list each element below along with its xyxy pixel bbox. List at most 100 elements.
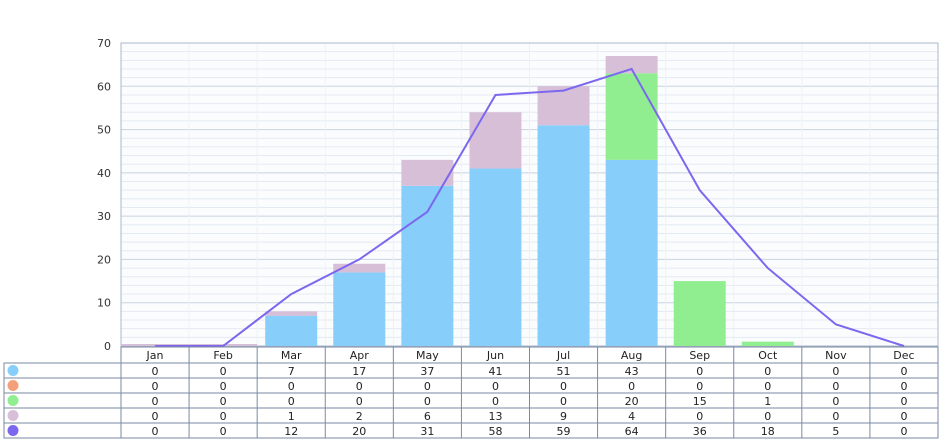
- table-cell-value: 64: [625, 425, 639, 438]
- table-cell-value: 7: [288, 365, 295, 378]
- y-tick-label: 0: [104, 340, 111, 353]
- table-cell-value: 0: [152, 395, 159, 408]
- x-tick-label: Mar: [281, 349, 302, 362]
- table-cell-value: 0: [356, 395, 363, 408]
- y-tick-label: 20: [97, 253, 111, 266]
- table-cell-value: 36: [693, 425, 707, 438]
- x-tick-label: Nov: [825, 349, 847, 362]
- bar-segment: [265, 316, 317, 346]
- table-cell-value: 1: [288, 410, 295, 423]
- table-cell-value: 0: [288, 380, 295, 393]
- table-cell-value: 51: [557, 365, 571, 378]
- table-cell-value: 0: [220, 395, 227, 408]
- table-row: [4, 408, 938, 423]
- table-cell-value: 17: [352, 365, 366, 378]
- table-cell-value: 18: [761, 425, 775, 438]
- table-cell-value: 0: [832, 410, 839, 423]
- table-cell-value: 0: [288, 395, 295, 408]
- table-cell-value: 0: [492, 395, 499, 408]
- table-cell-value: 0: [900, 410, 907, 423]
- table-cell-value: 31: [420, 425, 434, 438]
- table-cell-value: 9: [560, 410, 567, 423]
- legend-marker: [8, 395, 19, 406]
- table-cell-value: 0: [900, 365, 907, 378]
- axes: 0 10 20 30 40 50 60 70: [97, 37, 111, 353]
- bar-segment: [538, 125, 590, 346]
- bar-segment: [674, 281, 726, 346]
- legend-marker: [8, 380, 19, 391]
- table-row: [4, 423, 938, 438]
- table-cell-value: 20: [352, 425, 366, 438]
- bar-segment: [333, 272, 385, 346]
- legend-marker: [8, 425, 19, 436]
- table-cell-value: 0: [900, 425, 907, 438]
- legend-marker: [8, 365, 19, 376]
- table-cell-value: 0: [560, 380, 567, 393]
- table-cell-value: 37: [420, 365, 434, 378]
- y-tick-label: 30: [97, 210, 111, 223]
- table-cell-value: 0: [900, 380, 907, 393]
- y-tick-label: 10: [97, 297, 111, 310]
- table-cell-value: 0: [832, 380, 839, 393]
- y-tick-label: 70: [97, 37, 111, 50]
- table-cell-value: 0: [220, 425, 227, 438]
- y-tick-label: 60: [97, 80, 111, 93]
- table-cell-value: 0: [424, 395, 431, 408]
- x-tick-label: Jun: [486, 349, 504, 362]
- legend-marker: [8, 410, 19, 421]
- table-cell-value: 0: [220, 365, 227, 378]
- table-cell-value: 0: [492, 380, 499, 393]
- x-tick-label: May: [416, 349, 439, 362]
- x-tick-label: Jan: [146, 349, 164, 362]
- table-cell-value: 0: [152, 380, 159, 393]
- table-cell-value: 0: [832, 395, 839, 408]
- table-cell-value: 6: [424, 410, 431, 423]
- table-cell-value: 41: [488, 365, 502, 378]
- table-cell-value: 1: [764, 395, 771, 408]
- bar-segment: [742, 342, 794, 346]
- table-cell-value: 43: [625, 365, 639, 378]
- table-cell-value: 0: [764, 365, 771, 378]
- table-cell-value: 4: [628, 410, 635, 423]
- table-cell-value: 0: [696, 410, 703, 423]
- x-tick-label: Sep: [689, 349, 710, 362]
- x-tick-label: Dec: [893, 349, 914, 362]
- bar-segment: [265, 311, 317, 315]
- table-row: [4, 378, 938, 393]
- table-cell-value: 0: [560, 395, 567, 408]
- table-cell-value: 12: [284, 425, 298, 438]
- table-row: [4, 363, 938, 378]
- table-cell-value: 0: [220, 380, 227, 393]
- table-cell-value: 59: [557, 425, 571, 438]
- table-cell-value: 0: [832, 365, 839, 378]
- x-tick-label: Jul: [556, 349, 570, 362]
- table-cell-value: 0: [628, 380, 635, 393]
- bar-segment: [469, 169, 521, 346]
- table-cell-value: 0: [764, 380, 771, 393]
- grid: [121, 43, 938, 346]
- table-cell-value: 0: [220, 410, 227, 423]
- y-tick-label: 40: [97, 167, 111, 180]
- data-table: Jan Feb Mar Apr May Jun Jul Aug Sep Oct Nov Dec 0 0 7 1…: [4, 347, 938, 438]
- y-tick-label: 50: [97, 124, 111, 137]
- table-cell-value: 0: [900, 395, 907, 408]
- table-cell-value: 15: [693, 395, 707, 408]
- table-cell-value: 0: [152, 410, 159, 423]
- x-tick-label: Aug: [621, 349, 642, 362]
- table-cell-value: 58: [488, 425, 502, 438]
- x-tick-label: Feb: [213, 349, 232, 362]
- table-cell-value: 0: [356, 380, 363, 393]
- table-cell-value: 0: [696, 380, 703, 393]
- table-cell-value: 13: [488, 410, 502, 423]
- table-cell-value: 5: [832, 425, 839, 438]
- x-tick-label: Oct: [758, 349, 778, 362]
- bar-segment: [606, 73, 658, 160]
- table-cell-value: 0: [764, 410, 771, 423]
- x-tick-label: Apr: [350, 349, 370, 362]
- table-cell-value: 0: [152, 365, 159, 378]
- bar-segment: [606, 160, 658, 346]
- table-row: [4, 393, 938, 408]
- table-cell-value: 0: [152, 425, 159, 438]
